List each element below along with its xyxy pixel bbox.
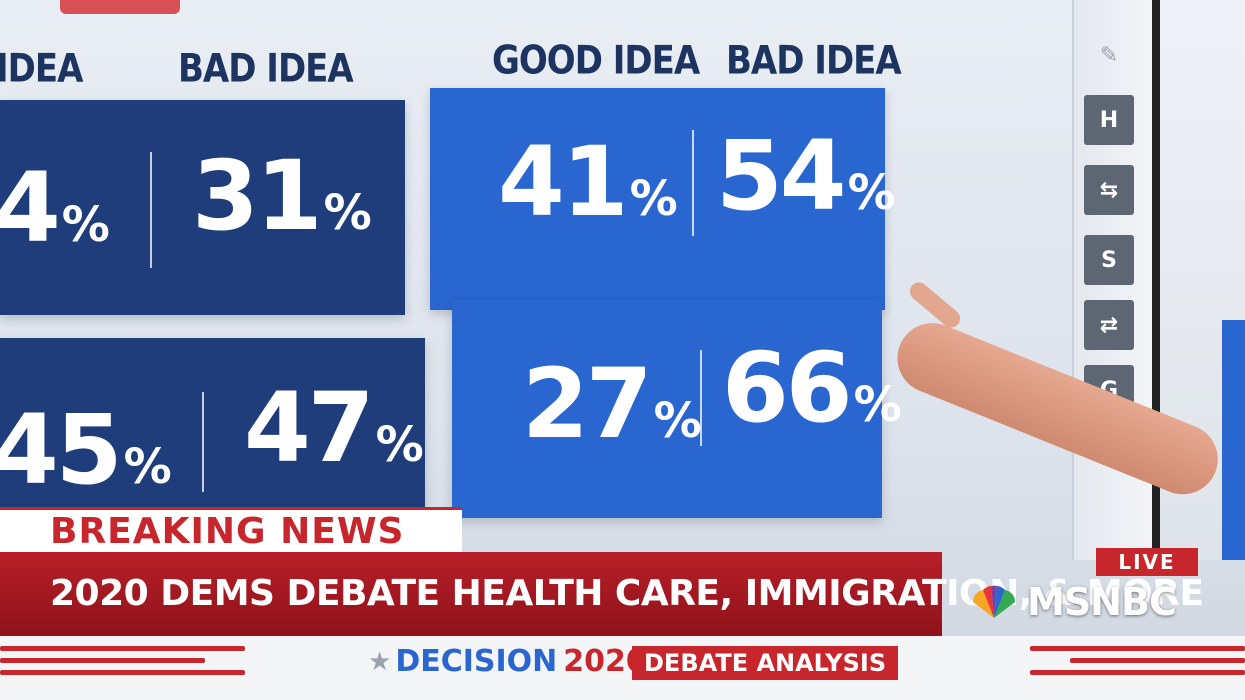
swap-alt-icon[interactable]: ⇄ [1084,300,1134,350]
top-red-graphic [60,0,180,14]
right-stripes [1030,646,1245,682]
debate-analysis-tag: DEBATE ANALYSIS [632,646,899,680]
decision-word: DECISION [395,644,558,679]
left-top-panel [0,100,405,315]
left-bad-header: BAD IDEA [178,46,354,92]
left-row1-bad-value: 31% [192,140,372,252]
left-row1-good-value: 4% [0,152,110,264]
right-row2-good-value: 27% [522,348,702,460]
left-row1-divider [150,152,152,268]
left-row2-bad-value: 47% [244,372,424,484]
tool-s-button[interactable]: S [1084,235,1134,285]
breaking-news-label-bg [0,507,462,556]
right-bottom-panel [452,300,882,518]
network-logo: MSNBC [965,580,1177,624]
left-good-header: IDEA [0,46,83,92]
left-row2-divider [202,392,204,492]
star-icon: ★ [368,646,392,677]
right-row1-good-value: 41% [498,126,678,238]
right-row1-divider [692,130,694,236]
tool-h-button[interactable]: H [1084,95,1134,145]
pen-icon[interactable]: ✎ [1099,42,1119,68]
left-stripes [0,646,245,682]
left-row2-good-value: 45% [0,394,172,506]
network-name: MSNBC [1027,580,1177,624]
live-badge: LIVE [1096,548,1198,576]
peacock-icon [972,585,1016,618]
right-row1-bad-value: 54% [716,120,896,232]
left-bottom-panel [0,338,425,508]
right-row2-divider [700,350,702,446]
breaking-news-label: BREAKING NEWS [50,511,405,552]
right-row2-bad-value: 66% [722,332,902,444]
adjacent-screen-blue-edge [1222,320,1245,560]
swap-icon[interactable]: ⇆ [1084,165,1134,215]
right-good-header: GOOD IDEA [492,38,700,84]
headline-bar [0,552,942,636]
right-top-panel [430,88,885,310]
screen-bezel [1152,0,1160,560]
right-bad-header: BAD IDEA [726,38,902,84]
decision-2020-logo: ★ DECISION 2020 [368,644,671,679]
headline-text: 2020 DEMS DEBATE HEALTH CARE, IMMIGRATIO… [50,573,1204,614]
